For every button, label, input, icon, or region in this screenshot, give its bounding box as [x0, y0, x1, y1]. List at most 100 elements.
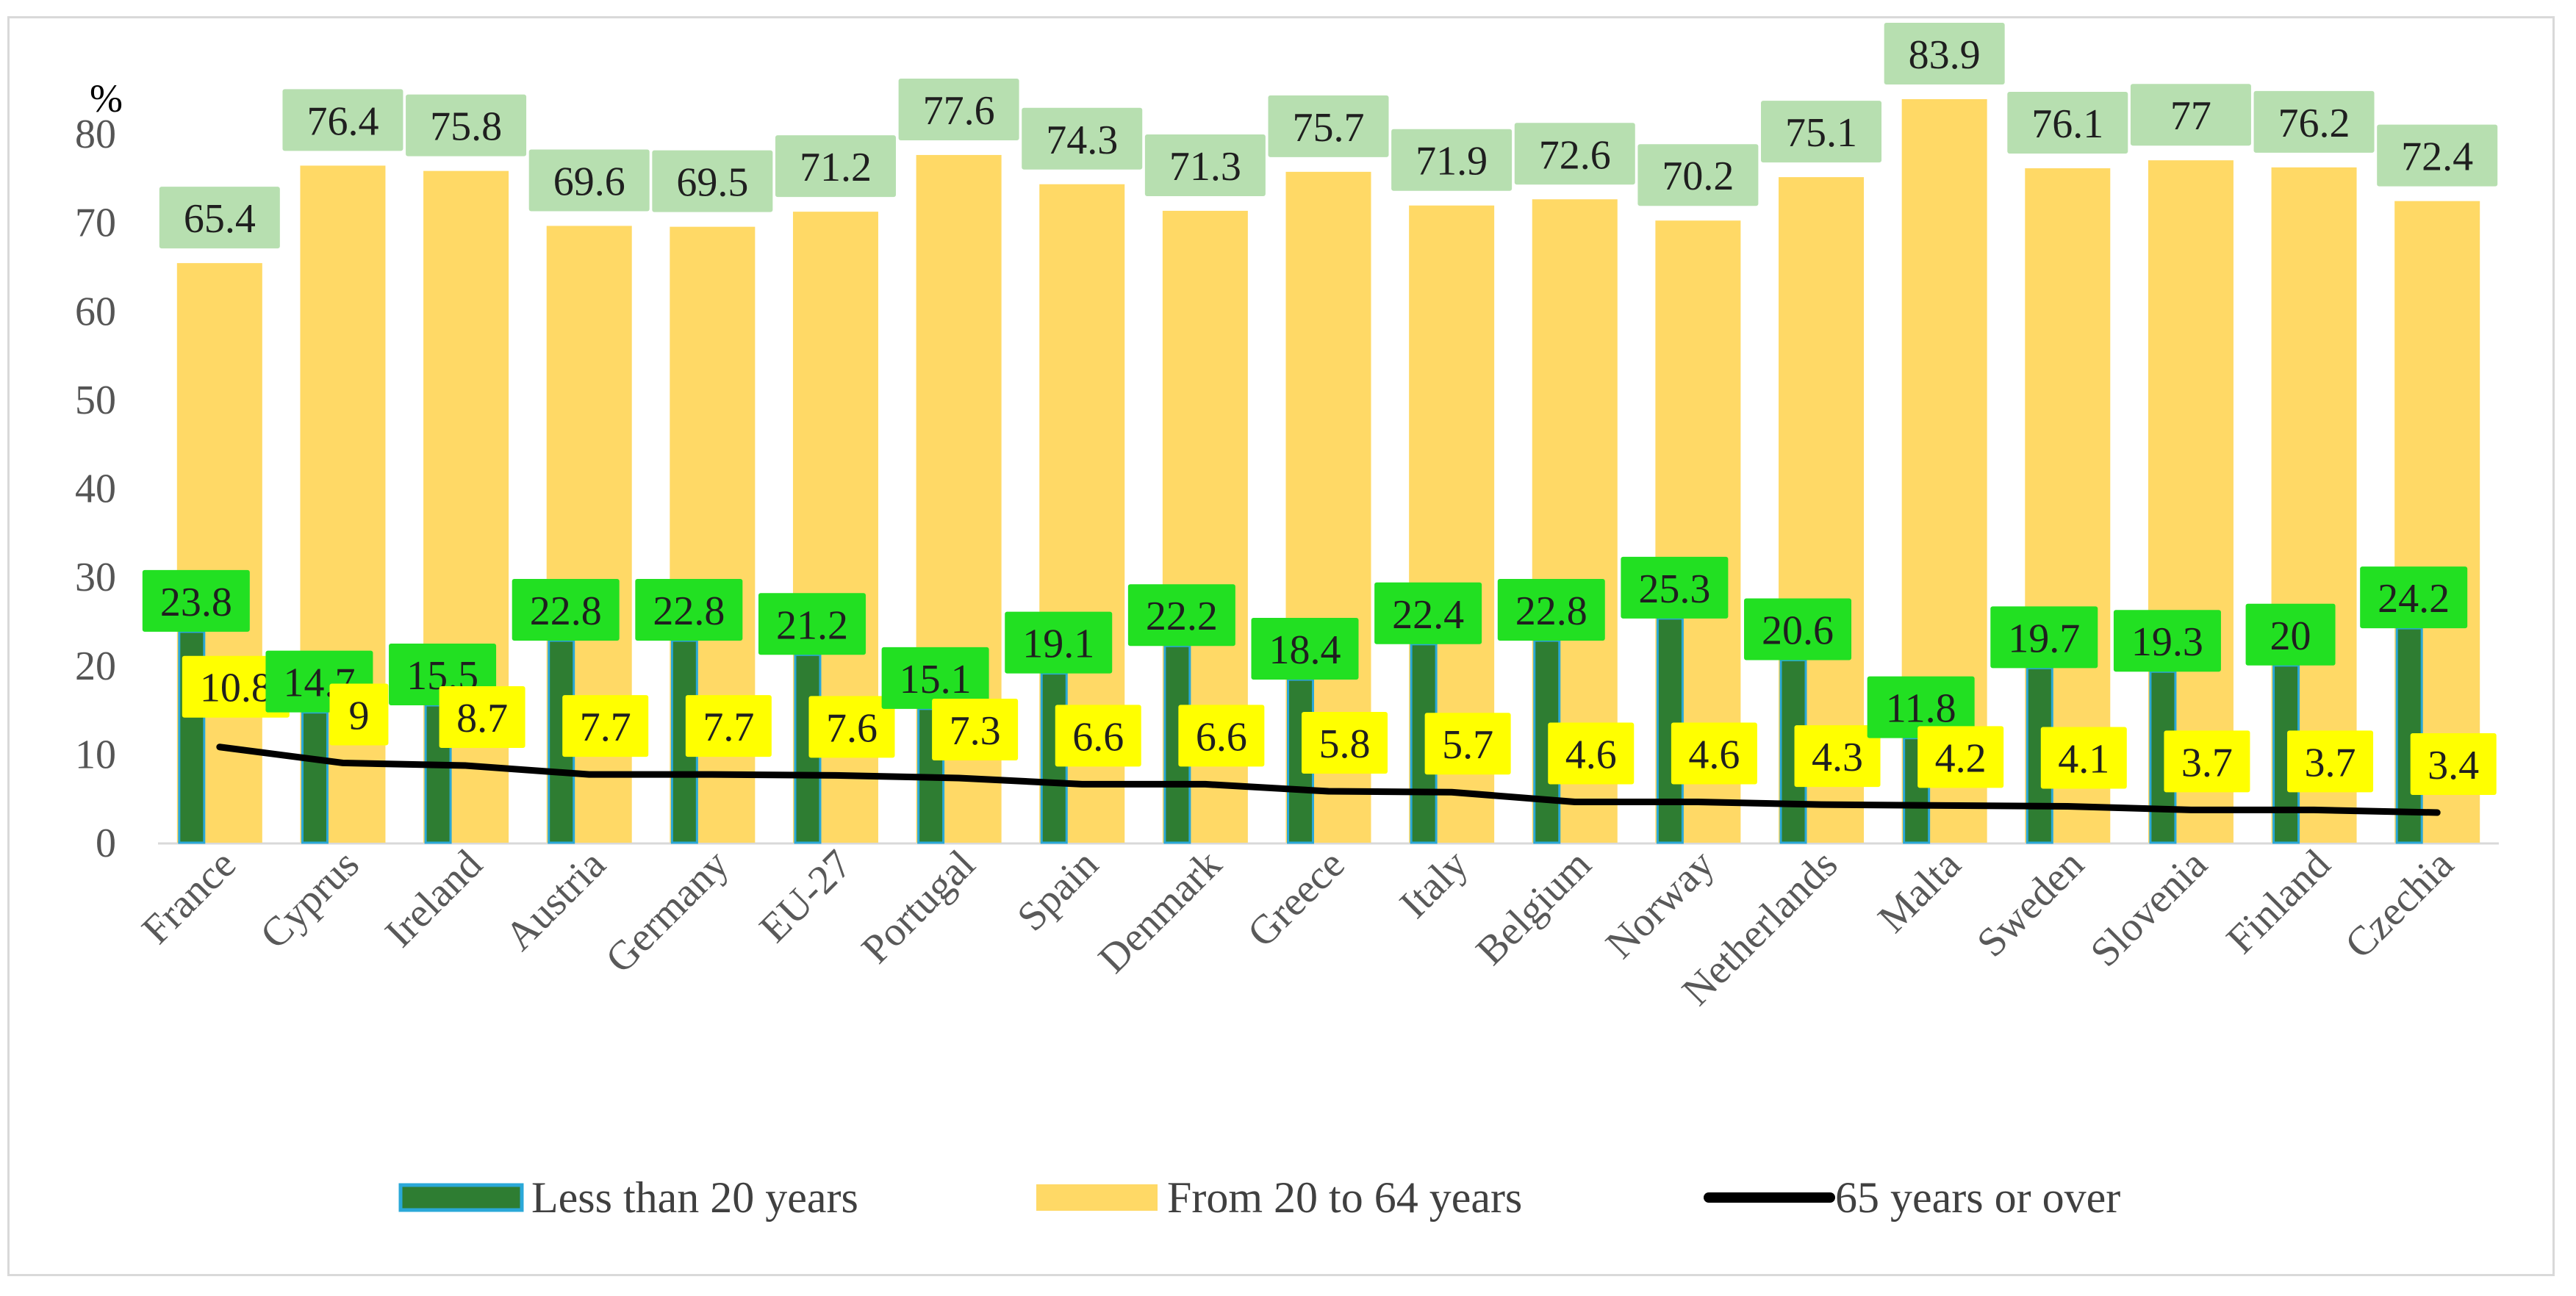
y-tick-label: 80	[75, 112, 116, 157]
chart-border	[7, 16, 2555, 1276]
label-elderly-norway: 4.6	[1688, 732, 1740, 778]
x-tick-label-ireland: Ireland	[376, 841, 491, 956]
label-adults-cyprus-bg	[282, 89, 403, 151]
y-tick-label: 50	[75, 378, 116, 423]
x-tick-label-spain: Spain	[1008, 841, 1107, 940]
label-elderly-netherlands: 4.3	[1812, 735, 1863, 780]
label-adults-germany-bg	[652, 150, 773, 212]
y-axis-label: %	[90, 76, 123, 120]
x-tick-label-malta: Malta	[1870, 841, 1970, 941]
x-tick-label-germany: Germany	[597, 841, 737, 982]
elderly-line-group	[216, 744, 2441, 816]
label-youth-france: 23.8	[160, 580, 232, 625]
x-tick-label-france: France	[133, 841, 245, 953]
label-adults-netherlands: 75.1	[1785, 110, 1857, 156]
label-elderly-sweden-bg	[2040, 727, 2127, 789]
label-elderly-austria-bg	[562, 695, 649, 757]
line-elderly	[216, 744, 2441, 816]
label-adults-greece-bg	[1268, 95, 1389, 157]
x-tick-label-cyprus: Cyprus	[251, 841, 367, 957]
x-tick-label-czechia: Czechia	[2336, 841, 2462, 967]
label-adults-denmark-bg	[1144, 134, 1266, 196]
label-youth-slovenia: 19.3	[2131, 619, 2203, 665]
label-adults-portugal-bg	[898, 78, 1019, 140]
label-elderly-greece-bg	[1302, 712, 1388, 774]
label-adults-germany: 69.5	[676, 160, 748, 206]
label-adults-ireland-bg	[406, 94, 527, 156]
label-adults-france: 65.4	[184, 196, 256, 242]
label-elderly-italy: 5.7	[1442, 722, 1493, 768]
label-youth-malta-bg	[1867, 676, 1975, 738]
label-adults-austria: 69.6	[553, 159, 625, 204]
label-youth-sweden-bg	[1990, 606, 2098, 669]
label-youth-finland: 20	[2270, 613, 2311, 659]
y-tick-label: 70	[75, 201, 116, 246]
label-youth-norway-bg	[1621, 556, 1729, 619]
label-elderly-ireland-bg	[439, 686, 525, 749]
label-youth-sweden: 19.7	[2008, 616, 2080, 661]
label-adults-italy-bg	[1391, 129, 1513, 191]
label-youth-germany: 22.8	[653, 588, 725, 634]
label-elderly-norway-bg	[1671, 722, 1757, 785]
label-youth-czechia: 24.2	[2378, 576, 2450, 622]
x-tick-label-portugal: Portugal	[853, 841, 984, 972]
label-youth-greece: 18.4	[1269, 627, 1341, 673]
label-adults-eu-27-bg	[775, 135, 896, 198]
label-youth-norway: 25.3	[1638, 566, 1710, 612]
label-elderly-eu-27-bg	[808, 696, 895, 758]
label-adults-portugal: 77.6	[923, 88, 995, 134]
label-elderly-portugal: 7.3	[950, 708, 1001, 754]
legend-elderly-text: 65 years or over	[1835, 1173, 2120, 1222]
label-elderly-czechia: 3.4	[2428, 743, 2479, 788]
label-adults-finland-bg	[2253, 90, 2375, 153]
y-tick-label: 20	[75, 644, 116, 689]
label-adults-eu-27: 71.2	[800, 145, 872, 190]
label-adults-sweden: 76.1	[2031, 101, 2103, 147]
legend-group: Less than 20 years From 20 to 64 years 65 …	[398, 1173, 2120, 1222]
label-youth-malta: 11.8	[1886, 686, 1956, 732]
x-tick-label-denmark: Denmark	[1090, 841, 1230, 982]
label-adults-france-bg	[159, 187, 280, 249]
label-youth-portugal-bg	[881, 647, 989, 709]
legend-adults-swatch	[1036, 1184, 1158, 1211]
label-youth-austria: 22.8	[530, 588, 602, 634]
label-elderly-spain-bg	[1055, 705, 1141, 767]
label-youth-portugal: 15.1	[900, 657, 972, 702]
label-elderly-malta-bg	[1917, 726, 2004, 788]
y-tick-label: 30	[75, 555, 116, 600]
label-elderly-denmark-bg	[1178, 705, 1265, 767]
label-youth-denmark-bg	[1127, 584, 1235, 647]
label-adults-austria-bg	[528, 149, 650, 212]
x-tick-label-eu-27: EU-27	[751, 841, 861, 951]
label-adults-italy: 71.9	[1416, 139, 1488, 184]
label-adults-slovenia-bg	[2130, 84, 2251, 146]
label-youth-denmark: 22.2	[1146, 594, 1218, 639]
label-elderly-sweden: 4.1	[2058, 737, 2109, 782]
label-adults-belgium: 72.6	[1539, 132, 1611, 178]
label-elderly-cyprus-bg	[329, 683, 389, 746]
label-elderly-denmark: 6.6	[1196, 714, 1247, 760]
label-youth-spain: 19.1	[1022, 622, 1094, 667]
label-adults-finland: 76.2	[2278, 101, 2350, 146]
x-tick-label-finland: Finland	[2218, 841, 2339, 962]
label-adults-slovenia: 77	[2170, 93, 2211, 139]
legend-youth-text: Less than 20 years	[531, 1173, 858, 1222]
x-tick-label-italy: Italy	[1391, 841, 1477, 926]
label-youth-belgium-bg	[1497, 578, 1605, 641]
label-adults-ireland: 75.8	[430, 104, 502, 150]
label-elderly-belgium-bg	[1548, 722, 1635, 785]
label-elderly-italy-bg	[1424, 713, 1511, 775]
label-elderly-finland: 3.7	[2305, 740, 2356, 785]
y-tick-label: 0	[96, 821, 116, 866]
x-tick-label-norway: Norway	[1597, 841, 1723, 967]
data-labels-group: 65.423.810.876.414.7975.815.58.769.622.8…	[142, 22, 2498, 795]
y-tick-label: 10	[75, 732, 116, 777]
label-elderly-ireland: 8.7	[456, 696, 508, 741]
label-adults-malta-bg	[1884, 22, 2005, 84]
label-elderly-belgium: 4.6	[1565, 732, 1617, 778]
y-tick-label: 60	[75, 289, 116, 334]
label-elderly-germany-bg	[685, 695, 772, 757]
x-tick-label-belgium: Belgium	[1468, 841, 1600, 973]
label-adults-cyprus: 76.4	[306, 98, 378, 144]
